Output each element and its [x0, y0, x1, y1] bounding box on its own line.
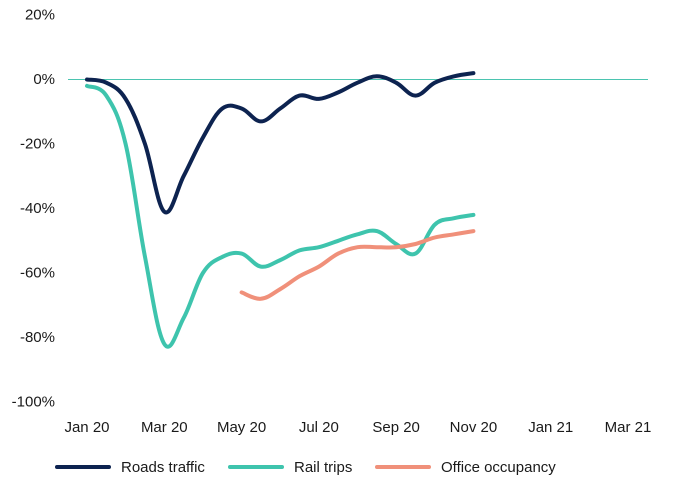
series-line-office-occupancy — [239, 229, 476, 301]
legend-item-rail-trips: Rail trips — [228, 452, 352, 482]
x-tick-label: Sep 20 — [372, 419, 420, 436]
legend-label-office-occupancy: Office occupancy — [441, 458, 556, 476]
legend-item-roads-traffic: Roads traffic — [55, 452, 205, 482]
y-tick-label: -40% — [20, 200, 55, 217]
line-chart: 20% 0% -20% -40% -60% -80% -100% Jan 20 Mar 20 M… — [12, 7, 652, 437]
legend-label-rail-trips: Rail trips — [294, 458, 353, 476]
y-tick-label: -100% — [12, 394, 55, 411]
legend-swatch-roads-traffic — [55, 465, 111, 469]
y-axis-tick-labels: 20% 0% -20% -40% -60% -80% -100% — [12, 7, 55, 411]
legend-label-roads-traffic: Roads traffic — [121, 458, 205, 476]
y-tick-label: -60% — [20, 265, 55, 282]
x-axis-tick-labels: Jan 20 Mar 20 May 20 Jul 20 Sep 20 Nov 20 Jan … — [64, 419, 651, 436]
x-tick-label: Jan 21 — [528, 419, 573, 436]
x-tick-label: Jul 20 — [299, 419, 339, 436]
legend-swatch-rail-trips — [228, 465, 284, 469]
y-tick-label: 20% — [25, 7, 55, 24]
x-tick-label: Mar 21 — [605, 419, 652, 436]
x-tick-label: May 20 — [217, 419, 266, 436]
x-tick-label: Nov 20 — [450, 419, 498, 436]
legend-swatch-office-occupancy — [375, 465, 431, 469]
y-tick-label: -20% — [20, 136, 55, 153]
legend-item-office-occupancy: Office occupancy — [375, 452, 556, 482]
legend: Roads traffic Rail trips Office occupanc… — [0, 452, 673, 482]
series-line-roads-traffic — [85, 71, 476, 215]
series-layer — [85, 71, 476, 349]
y-tick-label: 0% — [33, 71, 55, 88]
x-tick-label: Jan 20 — [64, 419, 109, 436]
x-tick-label: Mar 20 — [141, 419, 188, 436]
series-line-rail-trips — [85, 83, 476, 349]
y-tick-label: -80% — [20, 329, 55, 346]
